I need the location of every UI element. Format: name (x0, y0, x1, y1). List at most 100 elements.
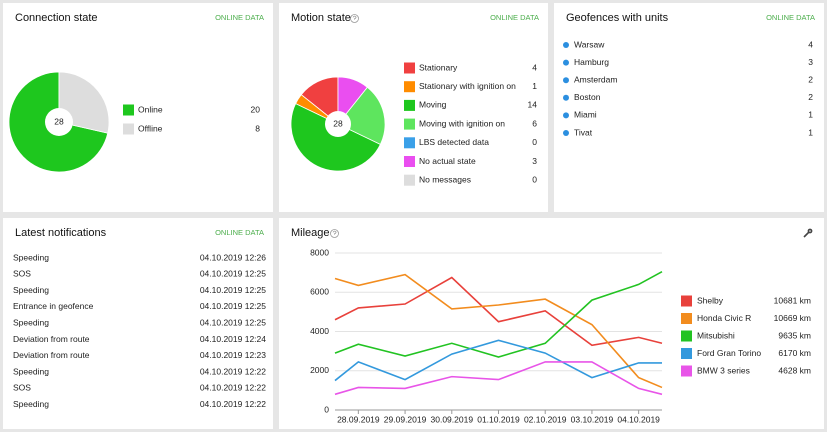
legend-label: Stationary (419, 62, 458, 72)
notification-type: Speeding (13, 399, 49, 409)
legend-value: 6 (532, 118, 537, 128)
legend-total: 4628 km (778, 365, 811, 375)
geofence-dot (563, 77, 569, 84)
legend-value: 3 (532, 156, 537, 166)
legend-swatch (404, 62, 415, 74)
legend-label: Offline (138, 123, 163, 133)
line-series (334, 270, 663, 358)
panel (279, 218, 824, 429)
donut-hole (325, 111, 351, 137)
legend-label: Mitsubishi (697, 330, 735, 340)
legend-value: 8 (255, 123, 260, 133)
legend-label: Moving (419, 100, 447, 110)
y-tick-label: 0 (324, 404, 329, 414)
legend-value: 14 (528, 100, 538, 110)
geofence-count: 3 (808, 57, 813, 67)
notification-time: 04.10.2019 12:25 (200, 269, 266, 279)
help-icon[interactable] (330, 229, 339, 238)
notification-type: Deviation from route (13, 350, 90, 360)
online-badge: ONLINE DATA (490, 13, 539, 22)
legend-swatch (681, 330, 692, 342)
geofence-dot (563, 42, 569, 48)
geofence-name: Hamburg (574, 57, 609, 67)
geofence-name: Tivat (574, 127, 593, 137)
panel-title: Motion state (291, 12, 351, 24)
pie-slice (337, 76, 368, 126)
online-badge: ONLINE DATA (215, 13, 264, 22)
notification-time: 04.10.2019 12:24 (200, 334, 266, 344)
legend-value: 1 (532, 81, 537, 91)
notification-time: 04.10.2019 12:22 (200, 366, 266, 376)
legend-swatch (404, 156, 415, 167)
legend-label: No messages (419, 174, 471, 184)
legend-label: Shelby (697, 295, 724, 305)
geofence-dot (563, 94, 569, 101)
help-icon[interactable] (350, 14, 359, 23)
legend-total: 10669 km (774, 313, 811, 323)
legend-label: No actual state (419, 156, 476, 166)
x-tick-label: 30.09.2019 (431, 414, 474, 424)
line-series (334, 339, 662, 382)
legend-total: 9635 km (778, 330, 811, 340)
legend-label: Moving with ignition on (419, 118, 505, 128)
legend-swatch (681, 313, 692, 324)
legend-value: 0 (532, 137, 537, 147)
y-tick-label: 8000 (310, 247, 329, 257)
panel-title: Latest notifications (15, 227, 107, 239)
geofence-dot (563, 130, 569, 136)
legend-swatch (123, 104, 134, 116)
donut-hole (45, 108, 73, 136)
geofence-name: Miami (574, 110, 597, 120)
x-tick-label: 28.09.2019 (337, 414, 380, 424)
panel-title: Geofences with units (566, 12, 669, 24)
legend-swatch (404, 174, 415, 186)
legend-swatch (123, 123, 134, 135)
line-series (334, 361, 663, 396)
notification-type: Speeding (13, 252, 49, 262)
legend-swatch (681, 295, 692, 307)
x-tick-label: 04.10.2019 (617, 414, 660, 424)
legend-value: 4 (532, 62, 537, 72)
legend-swatch (681, 348, 692, 359)
notification-type: SOS (13, 269, 31, 279)
legend-label: Honda Civic R (697, 313, 751, 323)
legend-label: BMW 3 series (697, 365, 750, 375)
legend-total: 10681 km (774, 295, 811, 305)
panel (554, 3, 824, 212)
legend-label: Stationary with ignition on (419, 81, 516, 91)
geofence-count: 4 (808, 39, 813, 49)
x-tick-label: 03.10.2019 (571, 414, 614, 424)
geofence-name: Warsaw (574, 39, 605, 49)
legend-label: LBS detected data (419, 137, 489, 147)
x-tick-label: 01.10.2019 (477, 414, 520, 424)
notification-type: Deviation from route (13, 334, 90, 344)
notification-type: Entrance in geofence (13, 301, 94, 311)
legend-swatch (681, 365, 692, 377)
legend-swatch (404, 81, 415, 93)
notification-time: 04.10.2019 12:25 (200, 301, 266, 311)
pie-slice (337, 86, 386, 145)
notification-time: 04.10.2019 12:25 (200, 317, 266, 327)
settings-icon[interactable] (803, 228, 813, 238)
legend-label: Ford Gran Torino (697, 348, 761, 358)
x-tick-label: 29.09.2019 (384, 414, 427, 424)
notification-time: 04.10.2019 12:25 (200, 285, 266, 295)
legend-value: 20 (251, 104, 261, 114)
geofence-dot (563, 112, 569, 119)
panel (3, 218, 273, 429)
notification-type: Speeding (13, 285, 49, 295)
pie-total: 28 (54, 116, 64, 126)
geofence-count: 2 (808, 92, 813, 102)
legend-swatch (404, 99, 415, 111)
notification-time: 04.10.2019 12:26 (200, 252, 266, 262)
legend-label: Online (138, 104, 163, 114)
line-series (334, 273, 663, 389)
legend-swatch (404, 118, 415, 130)
geofence-dot (563, 59, 569, 66)
x-tick-label: 02.10.2019 (524, 414, 567, 424)
y-tick-label: 2000 (310, 365, 329, 375)
panel-title: Connection state (15, 12, 98, 24)
legend-total: 6170 km (778, 348, 811, 358)
notification-type: SOS (13, 383, 31, 393)
